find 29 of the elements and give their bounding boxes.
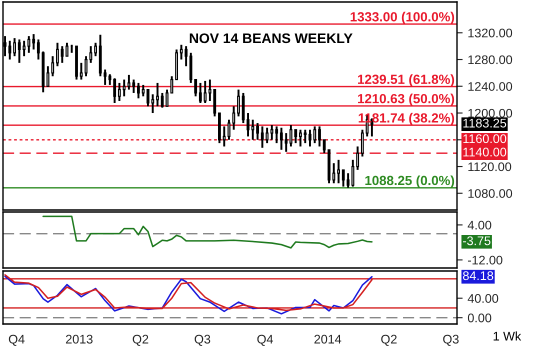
text: 1 Wk xyxy=(494,331,522,340)
ref-line-label: 1239.51 (61.8%) xyxy=(358,74,454,87)
text: 84.18 xyxy=(462,271,494,280)
x-tick-label: Q2 xyxy=(132,334,148,346)
ref-line-label: 1210.63 (50.0%) xyxy=(358,94,454,106)
y-tick-label: 1120.00 xyxy=(468,162,512,172)
text: NOV 14 BEANS WEEKLY xyxy=(190,33,353,44)
y-tick-label: 1240.00 xyxy=(468,82,512,91)
y-tick-label: -12.00 xyxy=(468,256,502,265)
ref-line-label: 1140.00 xyxy=(463,148,506,157)
x-tick-label: Q4 xyxy=(257,334,274,346)
y-tick-label: 1080.00 xyxy=(468,189,512,198)
x-tick-label: Q4 xyxy=(8,334,25,346)
x-tick-label: 2014 xyxy=(314,334,342,344)
x-tick-label: Q3 xyxy=(194,334,210,346)
y-tick-label: 1280.00 xyxy=(468,55,512,64)
ref-line-label: 1160.00 xyxy=(463,134,506,144)
y-tick-label: 4.00 xyxy=(468,220,492,230)
y-tick-label: 40.00 xyxy=(468,294,498,303)
text: 1183.25 xyxy=(463,118,506,128)
x-tick-label: Q3 xyxy=(443,334,459,346)
y-tick-label: 1320.00 xyxy=(468,28,512,38)
y-tick-label: 1200.00 xyxy=(468,108,512,118)
x-tick-label: 2013 xyxy=(66,334,93,344)
ref-line-label: 1333.00 (100.0%) xyxy=(350,12,454,24)
ref-line-label: 1088.25 (0.0%) xyxy=(365,175,454,188)
text: -3.75 xyxy=(463,236,490,246)
x-tick-label: Q2 xyxy=(381,334,397,346)
y-tick-label: 0.00 xyxy=(468,313,492,322)
